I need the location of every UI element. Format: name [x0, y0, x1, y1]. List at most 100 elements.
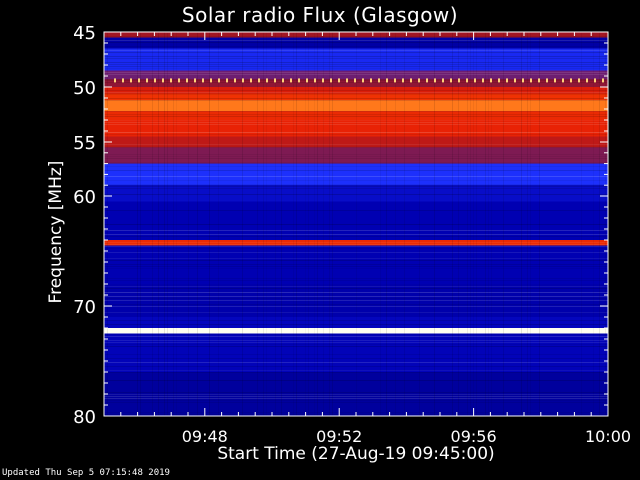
chart-axes: 45 50 55 60 70 80 09:48 09:52 09:56 10:00: [73, 23, 631, 446]
periodic-marker: [586, 78, 588, 83]
frequency-band-19: [104, 328, 608, 334]
texture-line: [104, 186, 608, 187]
texture-column: [305, 32, 306, 416]
texture-line: [104, 42, 608, 43]
y-tick-label: 50: [73, 78, 96, 99]
texture-line: [104, 144, 608, 145]
texture-line: [104, 320, 608, 321]
texture-line: [104, 306, 608, 307]
frequency-band-2: [104, 48, 608, 71]
texture-line: [104, 312, 608, 313]
periodic-markers: [114, 78, 604, 83]
texture-line: [104, 62, 608, 63]
texture-line: [104, 248, 608, 249]
texture-column: [314, 32, 315, 416]
texture-line: [104, 64, 608, 65]
texture-line: [104, 116, 608, 117]
texture-column: [356, 32, 357, 416]
texture-column: [488, 32, 489, 416]
texture-line: [104, 98, 608, 99]
texture-line: [104, 36, 608, 37]
texture-column: [593, 32, 594, 416]
texture-column: [332, 32, 333, 416]
frequency-band-21: [104, 372, 608, 416]
texture-line: [104, 280, 608, 281]
texture-line: [104, 298, 608, 299]
periodic-marker: [394, 78, 396, 83]
periodic-marker: [122, 78, 124, 83]
texture-line: [104, 166, 608, 167]
texture-line: [104, 114, 608, 115]
periodic-marker: [250, 78, 252, 83]
texture-line: [104, 398, 608, 399]
texture-line: [104, 304, 608, 305]
texture-column: [467, 32, 468, 416]
texture-line: [104, 296, 608, 297]
periodic-marker: [274, 78, 276, 83]
texture-column: [539, 32, 540, 416]
texture-line: [104, 394, 608, 395]
texture-column: [164, 32, 165, 416]
x-tick-label: 09:52: [316, 427, 362, 446]
texture-column: [173, 32, 174, 416]
periodic-marker: [338, 78, 340, 83]
texture-column: [605, 32, 606, 416]
texture-line: [104, 372, 608, 373]
texture-column: [275, 32, 276, 416]
frequency-band-13: [104, 185, 608, 202]
periodic-marker: [522, 78, 524, 83]
texture-column: [473, 32, 474, 416]
frequency-band-12: [104, 163, 608, 186]
texture-column: [581, 32, 582, 416]
texture-line: [104, 134, 608, 135]
texture-line: [104, 264, 608, 265]
periodic-marker: [442, 78, 444, 83]
texture-line: [104, 244, 608, 245]
texture-column: [296, 32, 297, 416]
frequency-band-16: [104, 245, 608, 284]
texture-column: [458, 32, 459, 416]
texture-column: [491, 32, 492, 416]
texture-line: [104, 258, 608, 259]
texture-column: [329, 32, 330, 416]
x-axis-label: Start Time (27-Aug-19 09:45:00): [217, 444, 495, 464]
texture-column: [503, 32, 504, 416]
y-tick-label: 70: [73, 297, 96, 318]
texture-line: [104, 260, 608, 261]
periodic-marker: [490, 78, 492, 83]
texture-line: [104, 74, 608, 75]
periodic-marker: [370, 78, 372, 83]
texture-line: [104, 146, 608, 147]
texture-column: [470, 32, 471, 416]
texture-line: [104, 252, 608, 253]
texture-line: [104, 354, 608, 355]
texture-column: [158, 32, 159, 416]
periodic-marker: [466, 78, 468, 83]
periodic-marker: [130, 78, 132, 83]
periodic-marker: [290, 78, 292, 83]
texture-line: [104, 158, 608, 159]
texture-line: [104, 344, 608, 345]
texture-line: [104, 92, 608, 93]
x-tick-label: 10:00: [585, 427, 631, 446]
texture-line: [104, 156, 608, 157]
periodic-marker: [138, 78, 140, 83]
frequency-band-7: [104, 100, 608, 112]
periodic-marker: [354, 78, 356, 83]
frequency-band-17: [104, 284, 608, 317]
frequency-band-15: [104, 240, 608, 246]
texture-line: [104, 194, 608, 195]
periodic-marker: [234, 78, 236, 83]
texture-line: [104, 234, 608, 235]
texture-line: [104, 336, 608, 337]
texture-line: [104, 176, 608, 177]
texture-line: [104, 56, 608, 57]
texture-line: [104, 392, 608, 393]
texture-line: [104, 132, 608, 133]
frequency-band-8: [104, 111, 608, 120]
texture-column: [419, 32, 420, 416]
texture-column: [137, 32, 138, 416]
updated-timestamp: Updated Thu Sep 5 07:15:48 2019: [2, 468, 170, 478]
periodic-marker: [538, 78, 540, 83]
